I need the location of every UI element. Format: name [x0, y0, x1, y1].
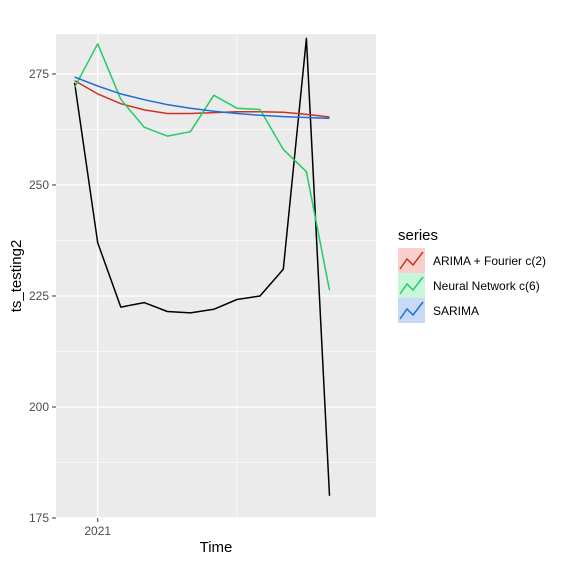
series-line-sarima: [74, 76, 330, 120]
legend-key: [398, 248, 425, 273]
x-tick-label: 2021: [84, 524, 111, 538]
legend: series ARIMA + Fourier c(2) Neural Networ…: [398, 227, 546, 323]
y-tick-label: 275: [29, 67, 49, 81]
y-axis: 175 200 225 250 275: [29, 67, 56, 525]
legend-label: Neural Network c(6): [433, 279, 540, 293]
legend-label: ARIMA + Fourier c(2): [433, 254, 546, 268]
legend-key: [398, 273, 425, 298]
legend-key: [398, 298, 425, 323]
plot-panel: [56, 34, 376, 518]
x-axis-title: Time: [200, 539, 233, 556]
series-line-neural-network: [73, 43, 331, 291]
legend-title: series: [398, 227, 438, 244]
legend-key-line: [399, 251, 424, 270]
legend-key-line: [399, 276, 424, 295]
legend-key-line: [399, 301, 424, 320]
legend-label: SARIMA: [433, 304, 479, 318]
x-axis: 2021: [84, 518, 111, 538]
y-tick-label: 200: [29, 400, 49, 414]
y-tick-label: 250: [29, 178, 49, 192]
y-axis-title: ts_testing2: [8, 240, 25, 313]
series-line-actual: [73, 37, 331, 496]
grid-minor: [56, 34, 376, 518]
y-tick-label: 175: [29, 511, 49, 525]
series-lines: [73, 37, 331, 496]
grid-major: [56, 34, 376, 519]
y-tick-label: 225: [29, 289, 49, 303]
